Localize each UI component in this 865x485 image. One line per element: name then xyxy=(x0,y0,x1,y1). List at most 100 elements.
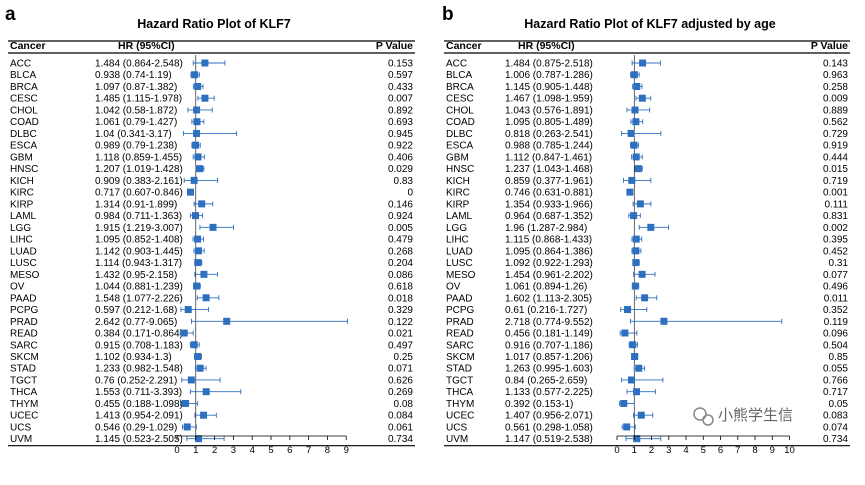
p-value-text: 0.945 xyxy=(388,129,413,140)
hr-point xyxy=(624,306,632,314)
panel-label: a xyxy=(5,4,16,25)
x-tick-label: 0 xyxy=(614,445,619,456)
hr-point xyxy=(190,176,198,184)
hr-point xyxy=(630,212,638,220)
p-value-text: 0.011 xyxy=(824,293,849,304)
hr-point xyxy=(198,200,206,208)
cancer-label: HNSC xyxy=(446,164,474,175)
cancer-label: KIRC xyxy=(10,188,34,199)
p-value-text: 0.25 xyxy=(394,352,414,363)
hr-point xyxy=(194,247,202,255)
hr-point xyxy=(632,247,640,255)
hr-ci-text: 0.938 (0.74-1.19) xyxy=(95,70,172,81)
cancer-label: PAAD xyxy=(446,293,473,304)
p-value-text: 0.086 xyxy=(388,270,413,281)
p-value-text: 0.005 xyxy=(388,223,413,234)
hr-ci-text: 1.095 (0.864-1.386) xyxy=(505,246,593,257)
x-tick-label: 1 xyxy=(632,445,637,456)
hr-ci-text: 0.546 (0.29-1.029) xyxy=(95,422,177,433)
cancer-label: OV xyxy=(10,282,25,293)
x-tick-label: 2 xyxy=(649,445,654,456)
x-tick-label: 4 xyxy=(250,445,255,456)
hr-point xyxy=(636,200,644,208)
p-value-text: 0.924 xyxy=(388,211,413,222)
cancer-label: UCS xyxy=(446,422,467,433)
cancer-label: LAML xyxy=(446,211,473,222)
cancer-label: LUSC xyxy=(446,258,473,269)
p-value-text: 0.85 xyxy=(829,352,849,363)
hr-ci-text: 1.233 (0.982-1.548) xyxy=(95,364,183,375)
cancer-label: LUAD xyxy=(446,246,473,257)
p-value-text: 0.496 xyxy=(823,282,848,293)
p-value-text: 0.146 xyxy=(388,199,413,210)
hr-ci-text: 1.142 (0.903-1.445) xyxy=(95,246,183,257)
hr-point xyxy=(196,364,204,372)
hr-ci-text: 1.145 (0.523-2.505) xyxy=(95,434,183,445)
hr-point xyxy=(630,71,638,79)
p-value-text: 0.329 xyxy=(388,305,413,316)
hr-point xyxy=(629,341,637,349)
cancer-label: ESCA xyxy=(10,141,38,152)
cancer-label: ESCA xyxy=(446,141,474,152)
p-value-text: 0.618 xyxy=(388,282,413,293)
hr-ci-text: 1.044 (0.881-1.239) xyxy=(95,282,183,293)
wechat-logo-icon xyxy=(693,407,707,421)
p-value-text: 0.007 xyxy=(388,94,413,105)
hr-point xyxy=(641,294,649,302)
p-value-text: 0.001 xyxy=(823,188,848,199)
cancer-label: THYM xyxy=(10,399,38,410)
p-value-text: 0.269 xyxy=(388,387,413,398)
x-tick-label: 3 xyxy=(231,445,236,456)
p-value-text: 0.831 xyxy=(823,211,848,222)
p-value-text: 0.083 xyxy=(823,411,848,422)
hr-ci-text: 2.642 (0.77-9.065) xyxy=(95,317,177,328)
hr-point xyxy=(194,235,202,243)
cancer-label: BLCA xyxy=(446,70,472,81)
hr-ci-text: 1.006 (0.787-1.286) xyxy=(505,70,593,81)
x-tick-label: 2 xyxy=(212,445,217,456)
cancer-label: PCPG xyxy=(10,305,39,316)
cancer-label: STAD xyxy=(446,364,472,375)
hr-point xyxy=(632,259,640,267)
hr-ci-text: 1.147 (0.519-2.538) xyxy=(505,434,593,445)
hr-ci-text: 0.392 (0.153-1) xyxy=(505,399,573,410)
hr-ci-text: 1.454 (0.961-2.202) xyxy=(505,270,593,281)
cancer-label: KIRP xyxy=(10,199,34,210)
hr-ci-text: 1.102 (0.934-1.3) xyxy=(95,352,172,363)
cancer-label: CESC xyxy=(446,94,474,105)
x-tick-label: 0 xyxy=(174,445,179,456)
p-value-text: 0.258 xyxy=(823,82,848,93)
hr-point xyxy=(632,118,640,126)
hr-point xyxy=(635,364,643,372)
hr-point xyxy=(631,106,639,114)
hr-ci-text: 0.984 (0.711-1.363) xyxy=(95,211,182,222)
hr-ci-text: 0.916 (0.707-1.186) xyxy=(505,340,593,351)
hr-point xyxy=(638,94,646,102)
p-value-text: 0.009 xyxy=(823,94,848,105)
p-value-text: 0.018 xyxy=(388,293,413,304)
x-tick-label: 5 xyxy=(701,445,706,456)
p-value-text: 0.766 xyxy=(823,375,848,386)
p-value-text: 0.719 xyxy=(823,176,848,187)
p-value-text: 0.021 xyxy=(388,329,413,340)
cancer-label: MESO xyxy=(10,270,40,281)
hr-point xyxy=(200,270,208,278)
p-value-text: 0.096 xyxy=(823,329,848,340)
hr-ci-text: 1.017 (0.857-1.206) xyxy=(505,352,593,363)
hr-ci-text: 1.432 (0.95-2.158) xyxy=(95,270,177,281)
x-tick-label: 6 xyxy=(718,445,723,456)
hr-point xyxy=(196,165,204,173)
hr-point xyxy=(180,329,188,337)
p-value-text: 0.693 xyxy=(388,117,413,128)
cancer-label: SARC xyxy=(446,340,474,351)
panel-title: Hazard Ratio Plot of KLF7 adjusted by ag… xyxy=(524,17,775,31)
hr-point xyxy=(633,388,641,396)
p-value-text: 0.015 xyxy=(823,164,848,175)
hr-ci-text: 0.456 (0.181-1.149) xyxy=(505,329,593,340)
x-tick-label: 10 xyxy=(784,445,795,456)
hr-ci-text: 1.413 (0.954-2.091) xyxy=(95,411,183,422)
column-header-hr: HR (95%CI) xyxy=(518,40,575,52)
x-tick-label: 1 xyxy=(193,445,198,456)
p-value-text: 0.734 xyxy=(823,434,848,445)
